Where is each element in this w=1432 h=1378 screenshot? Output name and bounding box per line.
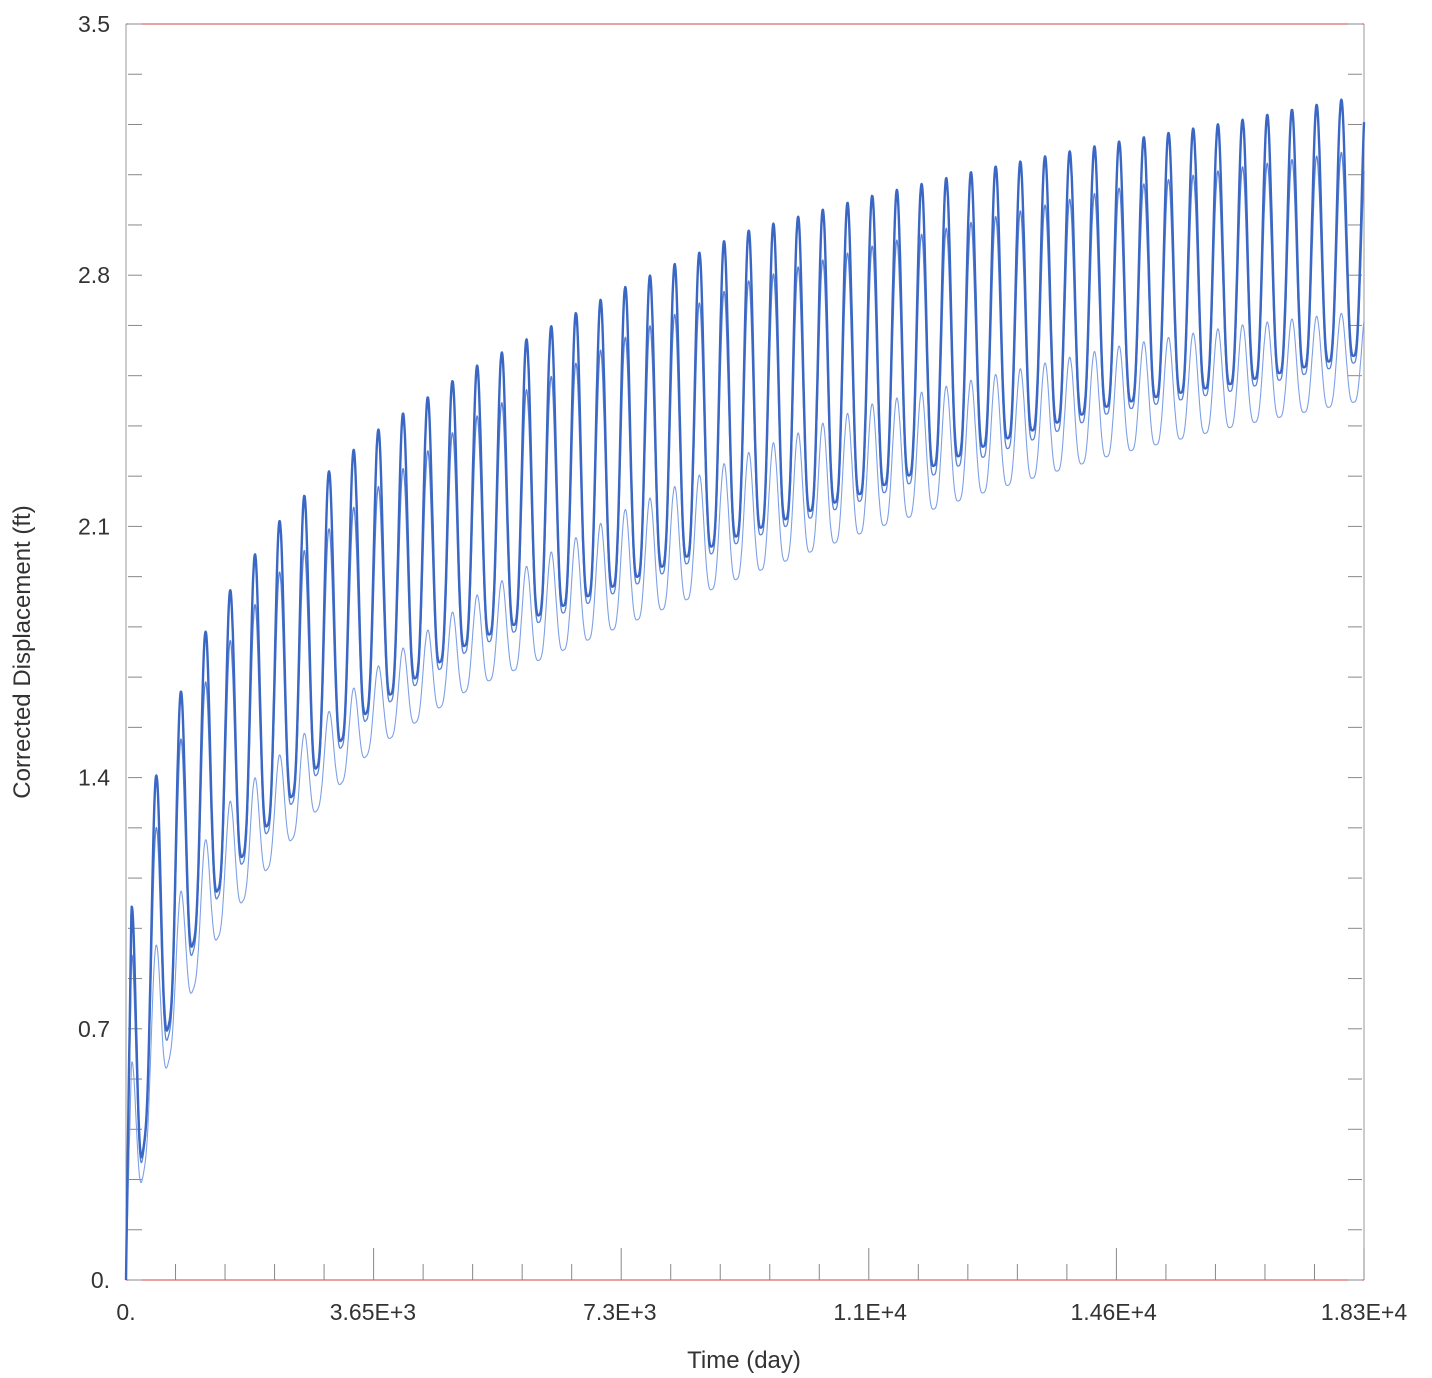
tick-labels: 0. 3.65E+3 7.3E+3 1.1E+4 1.46E+4 1.83E+4 0. 0.7… bbox=[78, 11, 1407, 1325]
series-layer bbox=[124, 98, 1366, 1281]
x-tick-label: 0. bbox=[116, 1299, 135, 1325]
x-tick-label: 1.46E+4 bbox=[1071, 1299, 1158, 1325]
y-tick-label: 0. bbox=[91, 1267, 110, 1293]
series-line bbox=[124, 98, 1366, 1281]
x-axis-title: Time (day) bbox=[687, 1347, 801, 1374]
x-tick-label: 7.3E+3 bbox=[583, 1299, 657, 1325]
minor-ticks bbox=[125, 23, 1365, 1281]
y-tick-label: 2.8 bbox=[78, 262, 110, 288]
x-tick-label: 1.1E+4 bbox=[833, 1299, 907, 1325]
y-tick-label: 3.5 bbox=[78, 11, 110, 37]
plot-frame bbox=[125, 23, 1365, 1281]
y-tick-label: 2.1 bbox=[78, 513, 110, 539]
y-tick-label: 0.7 bbox=[78, 1016, 110, 1042]
x-tick-label: 1.83E+4 bbox=[1321, 1299, 1408, 1325]
y-axis-title: Corrected Displacement (ft) bbox=[9, 505, 36, 798]
series-line bbox=[125, 312, 1365, 1281]
x-tick-label: 3.65E+3 bbox=[330, 1299, 416, 1325]
y-tick-label: 1.4 bbox=[78, 765, 110, 791]
